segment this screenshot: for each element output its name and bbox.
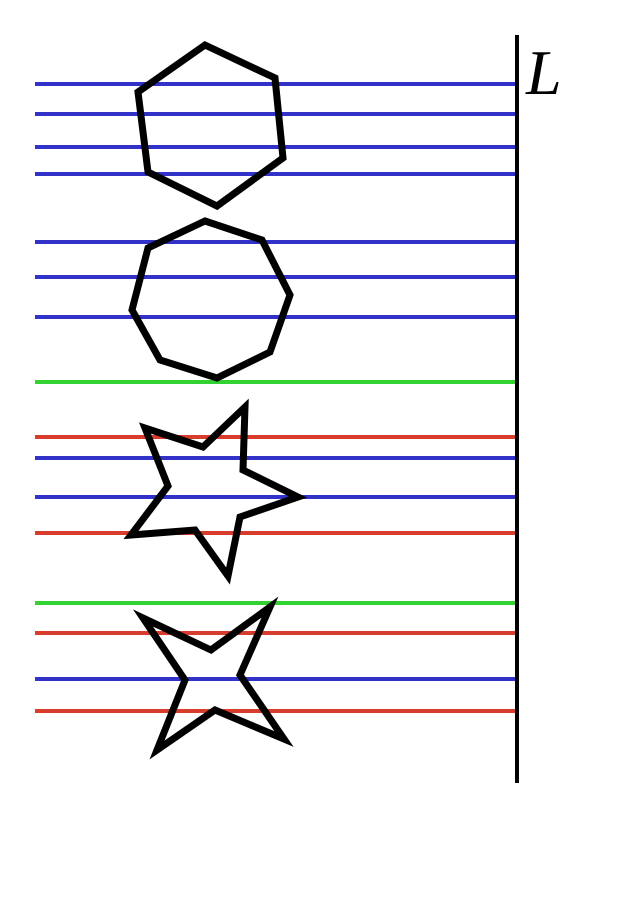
parallel-lines	[35, 82, 517, 713]
five-point-star	[123, 398, 308, 585]
four-point-star	[132, 596, 294, 760]
octagon	[128, 217, 294, 382]
line-label: L	[525, 37, 562, 108]
hexagon	[134, 40, 287, 211]
